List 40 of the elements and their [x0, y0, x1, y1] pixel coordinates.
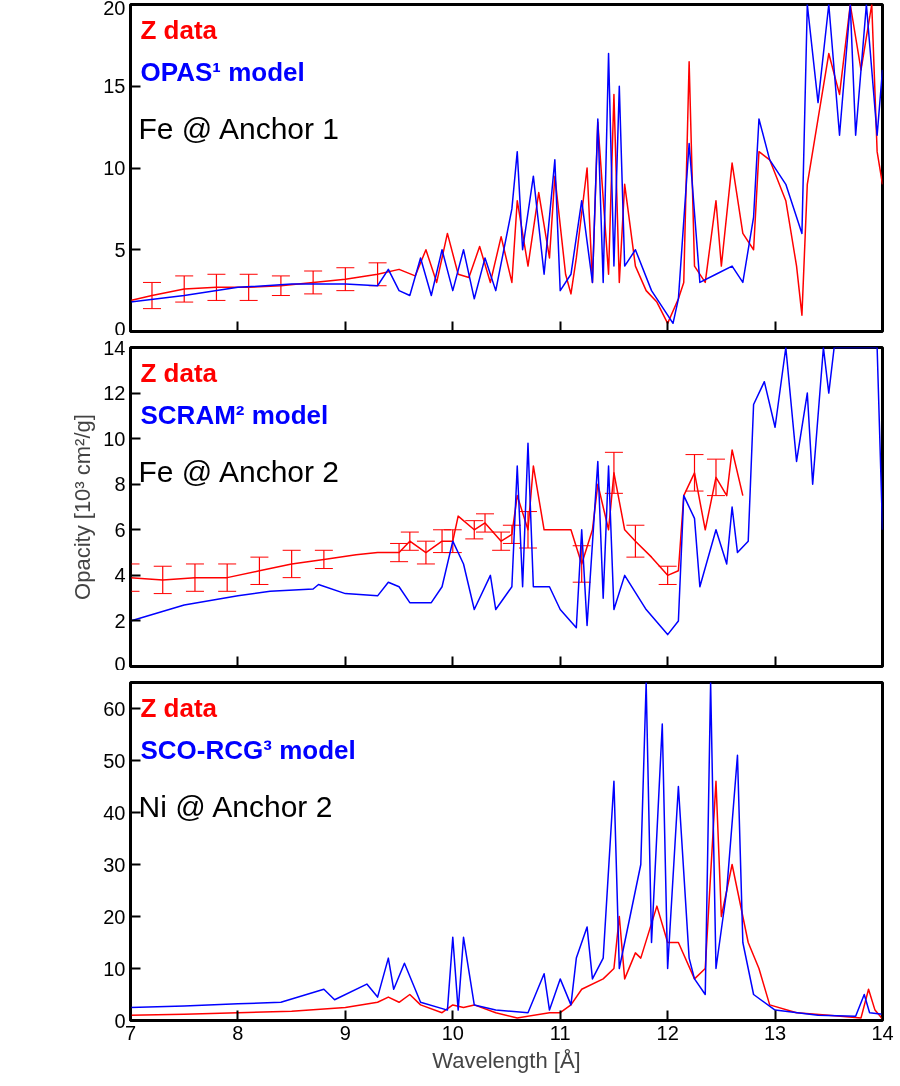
x-tick-label: 14 — [871, 1021, 894, 1044]
y-tick-label: 20 — [103, 905, 126, 928]
text: SCRAM² model — [140, 399, 329, 430]
line-series — [130, 347, 883, 636]
y-tick-label: 40 — [103, 801, 126, 824]
text: OPAS¹ model — [140, 56, 305, 87]
y-tick-label: 5 — [114, 238, 126, 261]
y-tick-label: 0 — [114, 652, 126, 675]
y-tick-label: 6 — [114, 518, 126, 541]
y-tick-label: 60 — [103, 697, 126, 720]
text: Z data — [140, 357, 218, 388]
y-tick-label: 10 — [103, 157, 126, 179]
x-tick-label: 10 — [441, 1021, 464, 1044]
y-tick-label: 2 — [114, 609, 126, 632]
text: Z data — [140, 14, 218, 45]
x-tick-label: 8 — [232, 1021, 244, 1044]
line-series — [130, 4, 883, 325]
y-tick-label: 10 — [103, 957, 126, 980]
x-tick-label: 11 — [549, 1021, 571, 1044]
y-tick-label: 30 — [103, 853, 126, 876]
x-tick-label: 7 — [124, 1021, 137, 1044]
y-tick-label: 4 — [114, 564, 126, 587]
y-tick-label: 10 — [103, 427, 126, 450]
x-axis-title: Wavelength [Å] — [432, 1047, 581, 1073]
y-tick-label: 12 — [103, 382, 126, 405]
y-tick-label: 50 — [103, 749, 126, 772]
y-axis-title: Opacity [10³ cm²/g] — [70, 414, 96, 600]
line-series — [130, 682, 883, 1018]
y-tick-label: 15 — [103, 75, 126, 98]
y-tick-label: 0 — [114, 1009, 126, 1032]
y-tick-label: 20 — [103, 0, 126, 19]
x-tick-label: 12 — [656, 1021, 679, 1044]
y-tick-label: 8 — [114, 473, 126, 496]
x-tick-label: 13 — [763, 1021, 787, 1044]
x-tick-label: 9 — [339, 1021, 351, 1044]
annotation: Ni @ Anchor 2 — [138, 789, 333, 823]
annotation: Fe @ Anchor 2 — [138, 454, 340, 488]
text: Z data — [140, 692, 218, 723]
annotation: Fe @ Anchor 1 — [138, 111, 340, 145]
text: SCO-RCG³ model — [140, 734, 356, 765]
